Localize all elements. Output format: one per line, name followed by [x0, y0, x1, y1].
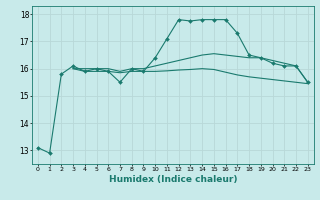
X-axis label: Humidex (Indice chaleur): Humidex (Indice chaleur): [108, 175, 237, 184]
